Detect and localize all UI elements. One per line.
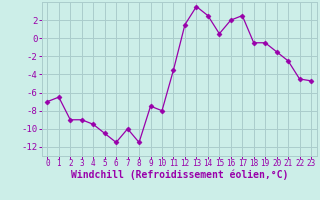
X-axis label: Windchill (Refroidissement éolien,°C): Windchill (Refroidissement éolien,°C)	[70, 170, 288, 180]
